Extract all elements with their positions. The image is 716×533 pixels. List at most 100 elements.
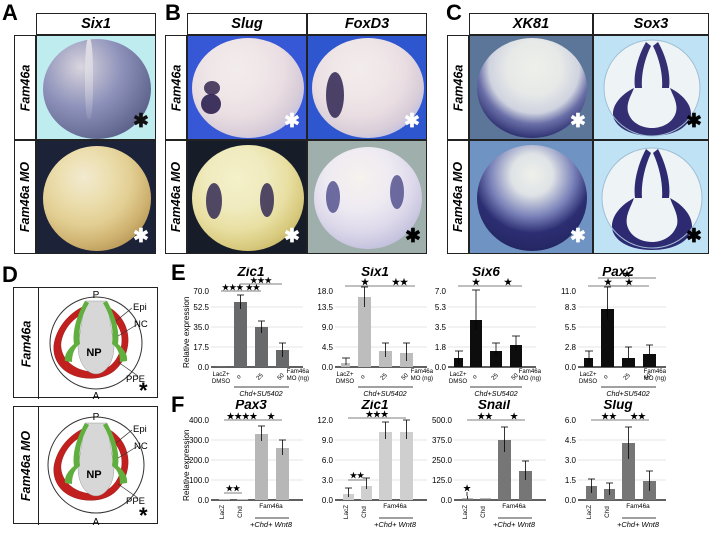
svg-text:P: P <box>93 412 100 423</box>
svg-text:5.3: 5.3 <box>435 303 447 312</box>
svg-text:LacZ: LacZ <box>343 505 350 519</box>
svg-text:Chd: Chd <box>361 506 368 518</box>
svg-text:Chd+SU5402: Chd+SU5402 <box>363 389 406 398</box>
svg-text:★★★: ★★★ <box>366 409 390 419</box>
svg-text:70.0: 70.0 <box>193 287 209 296</box>
svg-text:25: 25 <box>379 372 389 382</box>
svg-text:0.0: 0.0 <box>565 496 577 505</box>
svg-text:★: ★ <box>267 411 276 421</box>
svg-text:NP: NP <box>86 347 101 359</box>
svg-text:0.0: 0.0 <box>322 496 334 505</box>
svg-text:★: ★ <box>604 277 613 287</box>
svg-text:8.3: 8.3 <box>565 303 577 312</box>
svg-text:★: ★ <box>361 277 370 287</box>
svg-text:o: o <box>602 373 610 381</box>
svg-text:★★★: ★★★ <box>250 276 272 285</box>
svg-text:NP: NP <box>86 469 101 481</box>
svg-text:17.5: 17.5 <box>193 343 209 352</box>
svg-text:5.5: 5.5 <box>565 323 577 332</box>
svg-text:Chd+SU5402: Chd+SU5402 <box>606 389 649 398</box>
svg-text:4.5: 4.5 <box>322 343 334 352</box>
svg-text:375.0: 375.0 <box>432 436 453 445</box>
svg-text:★★: ★★ <box>350 471 365 480</box>
svg-text:4.5: 4.5 <box>565 436 577 445</box>
svg-text:★: ★ <box>623 269 632 279</box>
svg-text:250.0: 250.0 <box>432 456 453 465</box>
svg-text:NC: NC <box>134 319 148 330</box>
svg-text:+Chd+ Wnt8: +Chd+ Wnt8 <box>250 520 293 529</box>
svg-text:Chd: Chd <box>480 506 487 518</box>
svg-text:DMSO: DMSO <box>579 378 598 385</box>
svg-text:Fam46a: Fam46a <box>626 503 650 510</box>
svg-text:LacZ+: LacZ+ <box>579 371 597 378</box>
svg-text:0.0: 0.0 <box>435 363 447 372</box>
svg-text:3.5: 3.5 <box>435 323 447 332</box>
svg-text:100.0: 100.0 <box>189 476 210 485</box>
svg-text:50: 50 <box>276 372 286 382</box>
svg-text:12.0: 12.0 <box>317 416 333 425</box>
svg-text:DMSO: DMSO <box>336 378 355 385</box>
svg-text:9.0: 9.0 <box>322 436 334 445</box>
svg-text:Fam46a: Fam46a <box>502 503 526 510</box>
svg-text:★★: ★★ <box>226 484 241 493</box>
svg-text:Epi: Epi <box>133 302 147 313</box>
svg-text:0.0: 0.0 <box>198 363 210 372</box>
svg-text:Fam46a: Fam46a <box>644 368 666 375</box>
svg-text:P: P <box>93 290 100 301</box>
svg-text:A: A <box>93 517 100 525</box>
svg-text:o: o <box>235 373 243 381</box>
svg-text:★: ★ <box>510 411 519 421</box>
svg-text:Fam46a: Fam46a <box>259 503 283 510</box>
svg-text:A: A <box>93 391 100 399</box>
svg-text:Fam46a: Fam46a <box>383 503 407 510</box>
svg-text:2.8: 2.8 <box>565 343 577 352</box>
svg-text:LacZ: LacZ <box>219 505 226 519</box>
svg-text:Epi: Epi <box>133 424 147 435</box>
svg-text:25: 25 <box>255 372 265 382</box>
svg-text:400.0: 400.0 <box>189 416 210 425</box>
svg-text:Chd: Chd <box>604 506 611 518</box>
svg-text:Chd+SU5402: Chd+SU5402 <box>239 389 282 398</box>
svg-text:LacZ: LacZ <box>586 505 593 519</box>
svg-text:Chd+SU5402: Chd+SU5402 <box>474 389 517 398</box>
svg-text:3.0: 3.0 <box>565 456 577 465</box>
svg-text:3.0: 3.0 <box>322 476 334 485</box>
svg-text:LacZ: LacZ <box>462 505 469 519</box>
svg-text:18.0: 18.0 <box>317 287 333 296</box>
svg-text:0.0: 0.0 <box>565 363 577 372</box>
svg-text:★: ★ <box>504 277 513 287</box>
svg-text:125.0: 125.0 <box>432 476 453 485</box>
svg-text:13.5: 13.5 <box>317 303 333 312</box>
svg-text:o: o <box>359 373 367 381</box>
svg-text:300.0: 300.0 <box>189 436 210 445</box>
svg-text:★: ★ <box>463 483 472 493</box>
svg-text:★★: ★★ <box>630 411 647 421</box>
svg-text:o: o <box>471 373 479 381</box>
svg-text:LacZ+: LacZ+ <box>449 371 467 378</box>
svg-text:1.5: 1.5 <box>565 476 577 485</box>
svg-text:DMSO: DMSO <box>449 378 468 385</box>
svg-text:DMSO: DMSO <box>212 378 231 385</box>
svg-text:500.0: 500.0 <box>432 416 453 425</box>
svg-text:MO (ng): MO (ng) <box>644 375 666 382</box>
svg-text:LacZ+: LacZ+ <box>336 371 354 378</box>
svg-text:35.0: 35.0 <box>193 323 209 332</box>
svg-text:0.0: 0.0 <box>441 496 453 505</box>
svg-text:★★: ★★ <box>477 411 494 421</box>
svg-text:11.0: 11.0 <box>561 287 577 296</box>
svg-text:25: 25 <box>490 372 500 382</box>
svg-text:Chd: Chd <box>237 506 244 518</box>
svg-text:52.5: 52.5 <box>193 303 209 312</box>
svg-text:NC: NC <box>134 441 148 452</box>
svg-text:25: 25 <box>622 372 632 382</box>
svg-text:7.0: 7.0 <box>435 287 447 296</box>
svg-text:0.0: 0.0 <box>322 363 334 372</box>
svg-text:+Chd+ Wnt8: +Chd+ Wnt8 <box>374 520 417 529</box>
svg-text:0.0: 0.0 <box>198 496 210 505</box>
svg-text:+Chd+ Wnt8: +Chd+ Wnt8 <box>617 520 660 529</box>
svg-text:LacZ+: LacZ+ <box>212 371 230 378</box>
svg-text:9.0: 9.0 <box>322 323 334 332</box>
svg-text:★★: ★★ <box>601 411 618 421</box>
svg-text:1.8: 1.8 <box>435 343 447 352</box>
svg-text:6.0: 6.0 <box>322 456 334 465</box>
